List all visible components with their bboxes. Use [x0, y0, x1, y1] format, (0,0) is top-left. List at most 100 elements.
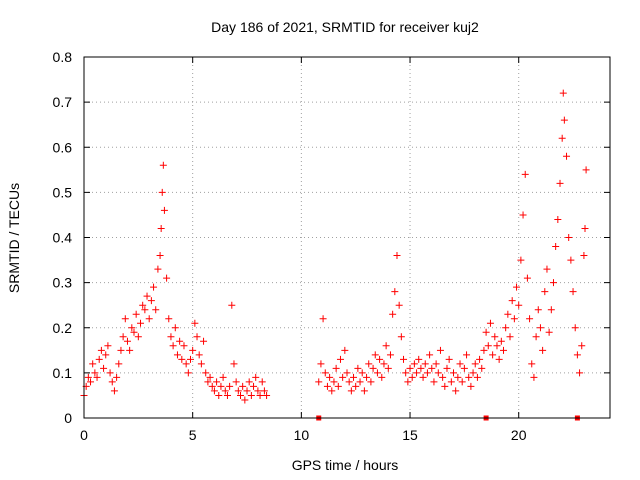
data-point	[354, 364, 362, 372]
data-point	[254, 387, 262, 395]
data-point	[223, 391, 231, 399]
data-point	[458, 378, 466, 386]
data-point	[330, 378, 338, 386]
data-point	[428, 364, 436, 372]
data-point	[171, 324, 179, 332]
data-point	[160, 206, 168, 214]
data-point	[180, 342, 188, 350]
data-point	[334, 382, 342, 390]
data-point	[559, 89, 567, 97]
data-point	[365, 360, 373, 368]
data-point	[460, 364, 468, 372]
data-point	[469, 369, 477, 377]
data-point	[350, 373, 358, 381]
data-point	[97, 346, 105, 354]
data-point	[504, 310, 512, 318]
data-point	[123, 337, 131, 345]
data-point	[573, 351, 581, 359]
data-point	[445, 355, 453, 363]
data-point	[528, 360, 536, 368]
x-tick-label: 15	[402, 427, 418, 443]
data-point	[541, 288, 549, 296]
data-point	[436, 346, 444, 354]
data-point	[499, 346, 507, 354]
data-point	[482, 328, 490, 336]
data-point	[526, 315, 534, 323]
data-point	[386, 351, 394, 359]
y-tick-label: 0.6	[53, 139, 73, 155]
data-point	[463, 351, 471, 359]
data-point	[115, 360, 123, 368]
data-point	[556, 179, 564, 187]
data-point	[193, 333, 201, 341]
data-point	[213, 378, 221, 386]
data-point	[545, 328, 553, 336]
data-point	[539, 346, 547, 354]
data-point	[549, 279, 557, 287]
data-point	[84, 373, 92, 381]
data-point	[360, 387, 368, 395]
data-point	[258, 378, 266, 386]
data-point	[480, 346, 488, 354]
y-tick-label: 0.1	[53, 365, 73, 381]
x-tick-label: 10	[294, 427, 310, 443]
data-point	[576, 369, 584, 377]
data-point	[434, 369, 442, 377]
data-point	[443, 364, 451, 372]
data-point	[91, 369, 99, 377]
data-point	[319, 315, 327, 323]
data-point	[323, 382, 331, 390]
data-point	[352, 382, 360, 390]
data-point	[93, 373, 101, 381]
data-point	[191, 319, 199, 327]
data-point	[328, 387, 336, 395]
y-tick-label: 0	[64, 410, 72, 426]
data-point	[382, 342, 390, 350]
y-tick-label: 0.2	[53, 320, 73, 336]
data-point	[486, 319, 494, 327]
y-tick-label: 0.3	[53, 275, 73, 291]
data-point	[441, 382, 449, 390]
data-point	[230, 360, 238, 368]
data-point	[256, 391, 264, 399]
data-point	[493, 342, 501, 350]
data-point	[489, 351, 497, 359]
data-point	[106, 369, 114, 377]
data-point	[128, 324, 136, 332]
data-point	[530, 373, 538, 381]
data-point	[471, 360, 479, 368]
data-point	[197, 360, 205, 368]
data-point	[219, 373, 227, 381]
data-point	[547, 306, 555, 314]
data-point	[497, 337, 505, 345]
data-point	[204, 378, 212, 386]
data-point	[236, 391, 244, 399]
data-point	[117, 346, 125, 354]
data-point	[245, 378, 253, 386]
data-point	[221, 387, 229, 395]
data-point	[263, 391, 271, 399]
data-point	[150, 283, 158, 291]
data-point	[139, 301, 147, 309]
data-point	[419, 373, 427, 381]
data-point	[408, 373, 416, 381]
data-point	[147, 297, 155, 305]
data-point	[454, 373, 462, 381]
data-point	[467, 382, 475, 390]
data-point	[167, 333, 175, 341]
data-point	[226, 382, 234, 390]
data-point	[404, 378, 412, 386]
data-point	[519, 211, 527, 219]
data-point	[208, 382, 216, 390]
data-point	[554, 215, 562, 223]
data-point	[452, 387, 460, 395]
y-tick-label: 0.8	[53, 49, 73, 65]
data-point	[250, 382, 258, 390]
data-point	[415, 355, 423, 363]
data-point	[536, 324, 544, 332]
data-point	[89, 360, 97, 368]
chart-title: Day 186 of 2021, SRMTID for receiver kuj…	[211, 19, 479, 35]
data-point	[513, 283, 521, 291]
data-point	[317, 360, 325, 368]
y-tick-label: 0.7	[53, 94, 73, 110]
